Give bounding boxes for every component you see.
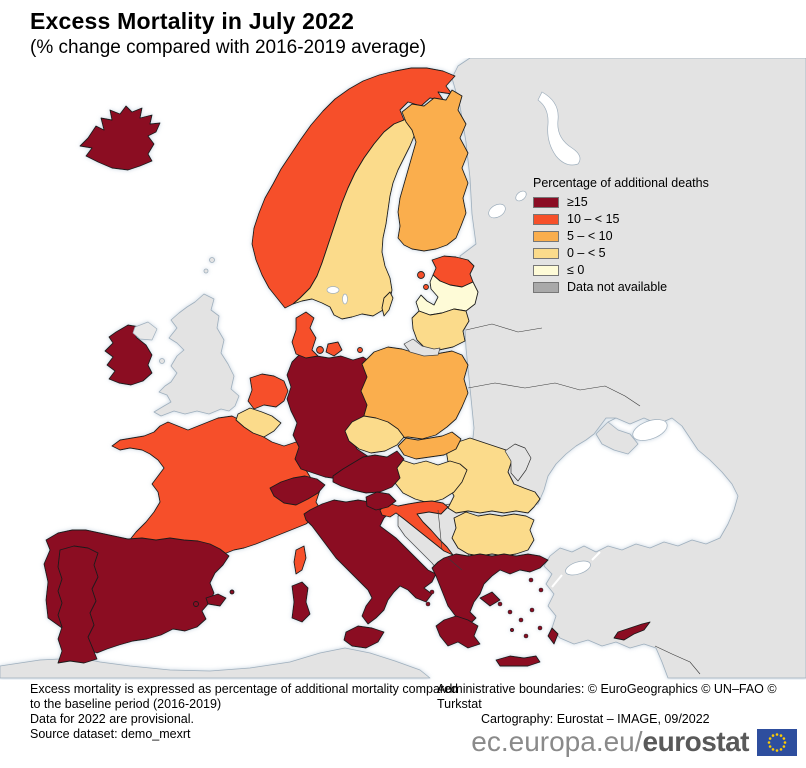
- aegean-islands: [425, 577, 544, 639]
- corsica-island: [293, 545, 307, 575]
- country-netherlands: [247, 373, 289, 410]
- sicily-island: [343, 625, 385, 649]
- footnote-line-1: Excess mortality is expressed as percent…: [30, 682, 458, 696]
- legend-label-c10_15: 10 – < 15: [567, 212, 620, 226]
- menorca-island: [229, 589, 235, 595]
- legend-swatch-na: [533, 281, 559, 293]
- non-eu-borders: [437, 323, 701, 675]
- saaremaa-island: [417, 271, 425, 279]
- country-greece-crete: [495, 655, 541, 667]
- map-canvas: [0, 57, 806, 680]
- map-legend: Percentage of additional deaths ≥15 10 – …: [533, 176, 733, 296]
- zealand-island: [325, 341, 343, 357]
- footnote-line-4: Source dataset: demo_mexrt: [30, 727, 191, 741]
- country-iceland: [79, 105, 161, 171]
- ibiza-island: [193, 601, 199, 607]
- country-austria: [332, 450, 405, 494]
- legend-label-na: Data not available: [567, 280, 668, 294]
- country-croatia: [379, 500, 454, 556]
- eu-flag-icon: [757, 728, 797, 756]
- legend-label-c0_5: 0 – < 5: [567, 246, 606, 260]
- shetland-islands: [209, 257, 215, 263]
- isle-of-man: [159, 358, 165, 364]
- country-greece: [431, 553, 549, 627]
- legend-row-ge15: ≥15: [533, 194, 733, 210]
- country-romania: [443, 437, 541, 514]
- bosphorus-strait: [591, 551, 601, 561]
- map-header: Excess Mortality in July 2022 (% change …: [30, 8, 426, 59]
- country-portugal: [57, 545, 99, 664]
- country-united-kingdom: [153, 293, 240, 417]
- white-sea: [537, 91, 581, 166]
- page-title: Excess Mortality in July 2022: [30, 8, 355, 34]
- gotland-island: [381, 291, 394, 317]
- country-kaliningrad: [403, 338, 441, 357]
- country-lithuania: [411, 308, 470, 351]
- country-bulgaria: [451, 511, 535, 557]
- sea-of-azov: [632, 419, 668, 441]
- mallorca-island: [205, 593, 227, 607]
- sardinia-island: [291, 581, 311, 623]
- page-subtitle: (% change compared with 2016-2019 averag…: [30, 37, 427, 58]
- country-northern-ireland: [132, 321, 158, 341]
- legend-row-na: Data not available: [533, 279, 733, 295]
- country-greece-euboea: [479, 591, 501, 607]
- legend-label-le0: ≤ 0: [567, 263, 585, 277]
- country-sweden: [292, 114, 421, 320]
- legend-row-c5_10: 5 – < 10: [533, 228, 733, 244]
- credit-boundaries: Administrative boundaries: © EuroGeograp…: [437, 682, 777, 711]
- inland-seas: [326, 91, 668, 588]
- country-greece-peloponnese: [435, 615, 481, 649]
- country-slovakia: [397, 431, 462, 460]
- legend-label-ge15: ≥15: [567, 195, 588, 209]
- legend-swatch-le0: [533, 264, 559, 276]
- legend-swatch-ge15: [533, 196, 559, 208]
- map-credits: Administrative boundaries: © EuroGeograp…: [437, 682, 806, 727]
- country-czechia: [344, 415, 405, 454]
- country-denmark: [291, 311, 319, 359]
- orkney-islands: [203, 268, 209, 274]
- country-cyprus: [613, 621, 651, 641]
- country-slovenia: [365, 491, 397, 511]
- footnotes: Excess mortality is expressed as percent…: [30, 682, 458, 742]
- sea-of-marmara: [565, 560, 591, 576]
- lake-vanern: [326, 286, 340, 294]
- dardanelles-strait: [551, 574, 563, 588]
- legend-row-le0: ≤ 0: [533, 262, 733, 278]
- lake-vattern: [342, 293, 348, 305]
- country-switzerland: [269, 475, 326, 506]
- legend-rows: ≥15 10 – < 15 5 – < 10 0 – < 5 ≤ 0 Data not a…: [533, 194, 733, 295]
- country-finland: [397, 89, 469, 252]
- legend-swatch-c5_10: [533, 230, 559, 242]
- country-greece-rhodes: [547, 627, 559, 645]
- legend-label-c5_10: 5 – < 10: [567, 229, 613, 243]
- legend-title: Percentage of additional deaths: [533, 176, 709, 190]
- legend-row-c0_5: 0 – < 5: [533, 245, 733, 261]
- legend-swatch-c0_5: [533, 247, 559, 259]
- country-north-africa: [0, 647, 431, 679]
- country-ireland: [104, 324, 153, 386]
- country-hungary: [393, 459, 468, 504]
- lake-ladoga: [488, 203, 506, 219]
- country-germany: [286, 350, 375, 480]
- europe-choropleth-map: [0, 57, 806, 680]
- legend-row-c10_15: 10 – < 15: [533, 211, 733, 227]
- bornholm-island: [357, 347, 363, 353]
- eurostat-banner: ec.europa.eu/eurostat: [471, 726, 797, 758]
- footnote-line-3: Data for 2022 are provisional.: [30, 712, 194, 726]
- footnote-line-2: to the baseline period (2016-2019): [30, 697, 222, 711]
- country-belgium: [235, 407, 282, 438]
- legend-swatch-c10_15: [533, 213, 559, 225]
- funen-island: [316, 346, 324, 354]
- country-moldova: [504, 443, 532, 482]
- eurostat-brand: eurostat: [642, 726, 750, 757]
- lake-onega: [515, 190, 527, 202]
- hiiumaa-island: [423, 284, 429, 290]
- credit-cartography: Cartography: Eurostat – IMAGE, 09/2022: [481, 712, 710, 726]
- eurostat-url-prefix: ec.europa.eu/: [471, 726, 643, 757]
